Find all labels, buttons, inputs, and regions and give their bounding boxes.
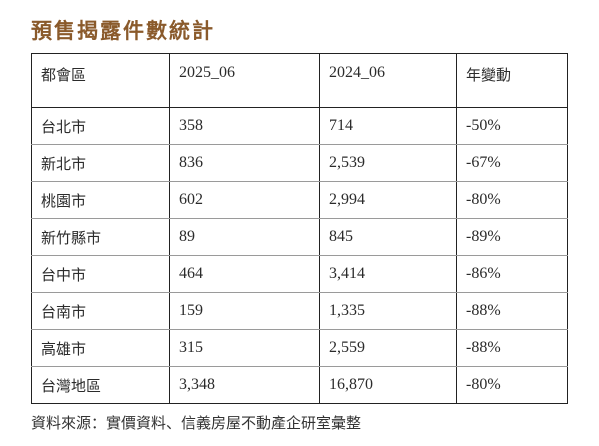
yoy-change-cell: -89% [456,218,568,256]
stats-table: 都會區 2025_06 2024_06 年變動 台北市 358 714 -50%… [31,53,568,404]
count-2024-cell: 714 [319,107,457,145]
yoy-change-cell: -86% [456,255,568,293]
count-2025-cell: 3,348 [169,366,320,404]
region-cell: 台北市 [31,107,170,145]
count-2024-cell: 16,870 [319,366,457,404]
count-2024-cell: 1,335 [319,292,457,330]
count-2024-cell: 2,539 [319,144,457,182]
table-row: 新竹縣市 89 845 -89% [31,218,568,256]
count-2025-cell: 89 [169,218,320,256]
table-row: 台北市 358 714 -50% [31,107,568,145]
page-title: 預售揭露件數統計 [31,19,215,43]
yoy-change-cell: -88% [456,292,568,330]
count-2025-cell: 315 [169,329,320,367]
count-2025-cell: 464 [169,255,320,293]
yoy-change-cell: -80% [456,181,568,219]
region-cell: 台中市 [31,255,170,293]
table-row: 台中市 464 3,414 -86% [31,255,568,293]
column-header-region: 都會區 [31,53,170,108]
table-row: 桃園市 602 2,994 -80% [31,181,568,219]
region-cell: 台灣地區 [31,366,170,404]
table-row: 台南市 159 1,335 -88% [31,292,568,330]
region-cell: 桃園市 [31,181,170,219]
yoy-change-cell: -67% [456,144,568,182]
table-row: 新北市 836 2,539 -67% [31,144,568,182]
count-2024-cell: 2,559 [319,329,457,367]
column-header-yoy-change: 年變動 [456,53,568,108]
count-2024-cell: 3,414 [319,255,457,293]
table-header-row: 都會區 2025_06 2024_06 年變動 [31,53,568,108]
region-cell: 台南市 [31,292,170,330]
table-row: 高雄市 315 2,559 -88% [31,329,568,367]
region-cell: 新竹縣市 [31,218,170,256]
count-2024-cell: 2,994 [319,181,457,219]
count-2025-cell: 836 [169,144,320,182]
count-2025-cell: 602 [169,181,320,219]
column-header-2024-06: 2024_06 [319,53,457,108]
region-cell: 高雄市 [31,329,170,367]
count-2025-cell: 358 [169,107,320,145]
yoy-change-cell: -88% [456,329,568,367]
table-row-total: 台灣地區 3,348 16,870 -80% [31,366,568,404]
column-header-2025-06: 2025_06 [169,53,320,108]
yoy-change-cell: -80% [456,366,568,404]
count-2024-cell: 845 [319,218,457,256]
yoy-change-cell: -50% [456,107,568,145]
count-2025-cell: 159 [169,292,320,330]
region-cell: 新北市 [31,144,170,182]
source-note: 資料來源：實價資料、信義房屋不動產企研室彙整 [31,414,362,432]
